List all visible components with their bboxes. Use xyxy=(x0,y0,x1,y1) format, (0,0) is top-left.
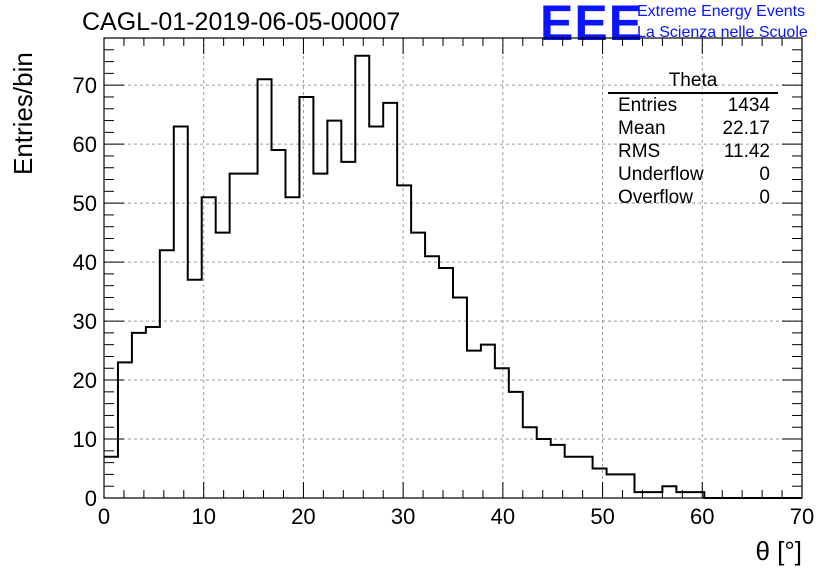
x-tick-label: 70 xyxy=(790,504,814,529)
y-tick-label: 10 xyxy=(73,427,97,452)
stats-label: Entries xyxy=(618,95,678,116)
histogram-bin xyxy=(230,174,244,498)
stats-value: 0 xyxy=(759,187,770,208)
histogram-bin xyxy=(453,297,467,498)
histogram-bin xyxy=(676,492,690,498)
histogram-bin xyxy=(146,327,160,498)
plot-frame xyxy=(103,37,803,499)
histogram-bin xyxy=(202,197,216,498)
stats-label: RMS xyxy=(618,141,661,162)
histogram-outline xyxy=(104,54,802,499)
histogram-bin xyxy=(383,103,397,498)
stats-row-underflow: Underflow 0 xyxy=(608,163,778,186)
y-tick-label: 40 xyxy=(73,250,97,275)
stats-label: Overflow xyxy=(618,187,693,208)
x-tick-label: 40 xyxy=(491,504,515,529)
stats-row-overflow: Overflow 0 xyxy=(608,186,778,209)
stats-row-entries: Entries 1434 xyxy=(608,94,778,117)
histogram-bin xyxy=(160,250,174,498)
x-tick-label: 50 xyxy=(590,504,614,529)
y-axis-label: Entries/bin xyxy=(8,52,38,175)
histogram-bin xyxy=(481,345,495,498)
histogram-bin xyxy=(272,150,286,498)
histogram-bin xyxy=(188,280,202,498)
x-tick-label: 20 xyxy=(291,504,315,529)
histogram-bin xyxy=(411,233,425,498)
x-tick-label: 60 xyxy=(690,504,714,529)
histogram-bin xyxy=(355,56,369,498)
y-tick-label: 30 xyxy=(73,309,97,334)
y-tick-label: 70 xyxy=(73,73,97,98)
stats-value: 0 xyxy=(759,164,770,185)
histogram-bin xyxy=(397,185,411,498)
histogram-bin xyxy=(327,121,341,498)
chart-title: CAGL-01-2019-06-05-00007 xyxy=(82,8,401,36)
histogram-bin xyxy=(341,162,355,498)
histogram-bin xyxy=(607,474,621,498)
stats-title: Theta xyxy=(608,70,778,94)
x-tick-label: 0 xyxy=(98,504,110,529)
eee-logo: EEE xyxy=(540,0,644,51)
histogram-bin xyxy=(299,97,313,498)
histogram-bin xyxy=(621,474,635,498)
histogram-bin xyxy=(662,486,676,498)
stats-value: 11.42 xyxy=(723,141,770,162)
histogram-bin xyxy=(467,351,481,498)
y-tick-label: 60 xyxy=(73,132,97,157)
histogram-bin xyxy=(425,256,439,498)
histogram-bin xyxy=(369,126,383,498)
histogram-bin xyxy=(216,233,230,498)
stats-label: Underflow xyxy=(618,164,704,185)
stats-row-rms: RMS 11.42 xyxy=(608,140,778,163)
logo-tagline-1: Extreme Energy Events xyxy=(637,3,806,20)
histogram-bin xyxy=(634,492,648,498)
x-tick-label: 10 xyxy=(191,504,215,529)
x-axis-label: θ [°] xyxy=(755,536,802,566)
histogram-bin xyxy=(313,174,327,498)
histogram-bin xyxy=(132,333,146,498)
histogram-bin xyxy=(565,457,579,498)
y-tick-label: 0 xyxy=(85,486,97,511)
histogram-bin xyxy=(690,492,704,498)
histogram-bin xyxy=(579,457,593,498)
stats-value: 22.17 xyxy=(722,118,770,139)
histogram-bin xyxy=(104,457,118,498)
histogram-bin xyxy=(285,197,299,498)
stats-box: Theta Entries 1434 Mean 22.17 RMS 11.42 … xyxy=(608,70,778,209)
logo-tagline-2: La Scienza nelle Scuole xyxy=(637,24,808,41)
stats-row-mean: Mean 22.17 xyxy=(608,117,778,140)
histogram-bin xyxy=(537,439,551,498)
histogram-bin xyxy=(118,362,132,498)
histogram-bin xyxy=(258,79,272,498)
histogram-bin xyxy=(648,492,662,498)
stats-value: 1434 xyxy=(727,95,770,116)
y-tick-label: 20 xyxy=(73,368,97,393)
stats-label: Mean xyxy=(618,118,666,139)
y-tick-label: 50 xyxy=(73,191,97,216)
x-tick-label: 30 xyxy=(391,504,415,529)
histogram-bin xyxy=(523,427,537,498)
histogram-bin xyxy=(439,268,453,498)
histogram-bin xyxy=(244,174,258,498)
histogram-bin xyxy=(593,469,607,498)
histogram-bin xyxy=(174,126,188,498)
histogram-bin xyxy=(495,368,509,498)
histogram-bin xyxy=(509,392,523,498)
histogram-bin xyxy=(551,445,565,498)
